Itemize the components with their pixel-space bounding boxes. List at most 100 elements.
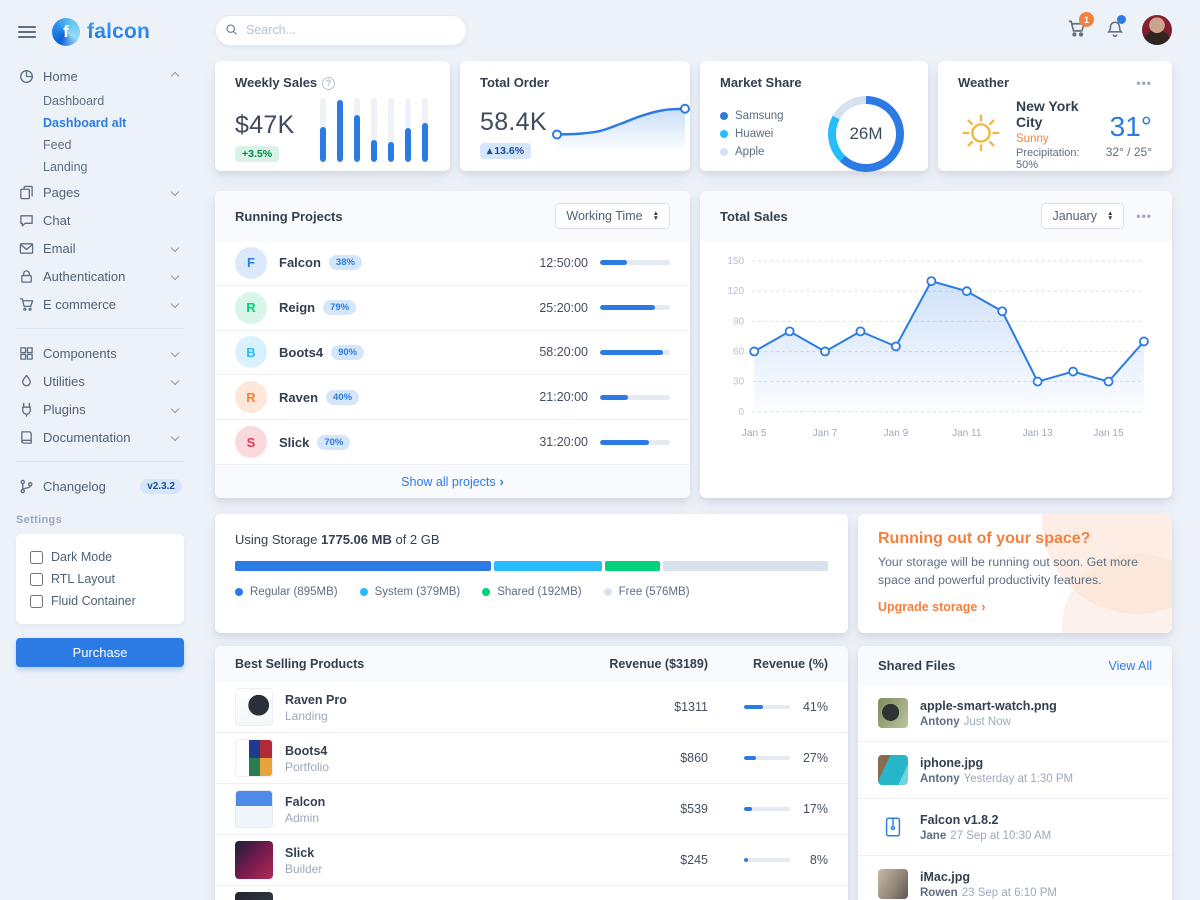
file-name-link[interactable]: iMac.jpg bbox=[920, 870, 971, 884]
product-name-link[interactable]: Falcon bbox=[285, 794, 326, 809]
product-name-link[interactable]: Boots4 bbox=[285, 743, 328, 758]
project-name-link[interactable]: Falcon bbox=[279, 255, 321, 271]
pages-icon bbox=[18, 184, 34, 200]
sidebar-item-documentation[interactable]: Documentation bbox=[16, 423, 184, 451]
chevron-down-icon bbox=[170, 187, 180, 197]
product-percent: 41% bbox=[802, 700, 828, 714]
bar bbox=[405, 98, 411, 162]
bar bbox=[422, 98, 428, 162]
project-avatar: R bbox=[235, 291, 267, 324]
product-revenue: $539 bbox=[680, 802, 708, 816]
project-name-link[interactable]: Raven bbox=[279, 389, 319, 405]
svg-text:Jan 5: Jan 5 bbox=[742, 428, 767, 439]
chevron-down-icon bbox=[170, 348, 180, 358]
file-name-link[interactable]: iphone.jpg bbox=[920, 756, 984, 770]
upgrade-storage-link[interactable]: Upgrade storage bbox=[878, 600, 986, 614]
file-thumbnail bbox=[878, 755, 908, 785]
weather-city: New York City bbox=[1016, 98, 1079, 130]
sidebar-item-plugins[interactable]: Plugins bbox=[16, 395, 184, 423]
total-order-badge: 13.6% bbox=[480, 143, 532, 159]
checkbox-dark-mode[interactable]: Dark Mode bbox=[30, 546, 170, 568]
user-avatar[interactable] bbox=[1142, 15, 1172, 45]
cart-button[interactable]: 1 bbox=[1065, 12, 1094, 43]
file-thumbnail bbox=[878, 698, 908, 728]
total-order-card: Total Order 58.4K 13.6% bbox=[460, 61, 690, 171]
file-name-link[interactable]: apple-smart-watch.png bbox=[920, 699, 1057, 713]
product-progress-bar bbox=[744, 756, 790, 760]
svg-text:120: 120 bbox=[727, 286, 744, 297]
sidebar-item-label: Home bbox=[43, 68, 78, 84]
ellipsis-icon[interactable]: ••• bbox=[1136, 75, 1152, 90]
select-arrows-icon: ▲ ▼ bbox=[1106, 210, 1114, 222]
product-thumbnail bbox=[235, 688, 273, 726]
sidebar-item-pages[interactable]: Pages bbox=[16, 178, 184, 206]
revenue-column-header: Revenue ($3189) bbox=[609, 657, 708, 671]
sidebar-item-dashboard[interactable]: Dashboard bbox=[43, 94, 105, 108]
sidebar-item-landing[interactable]: Landing bbox=[43, 160, 88, 174]
weather-temp: 31° bbox=[1109, 110, 1152, 142]
cart-count-badge: 1 bbox=[1079, 12, 1094, 27]
sidebar-item-label: Documentation bbox=[43, 429, 131, 445]
storage-segment bbox=[235, 561, 491, 571]
product-name-link[interactable]: Raven Pro bbox=[285, 692, 347, 707]
checkbox-input-dark-mode[interactable] bbox=[30, 550, 43, 564]
notifications-button[interactable] bbox=[1104, 14, 1126, 43]
sidebar: f falcon Home Dashboard Dashboard alt Feed L… bbox=[0, 0, 200, 900]
sidebar-item-changelog[interactable]: Changelog v2.3.2 bbox=[16, 472, 184, 500]
checkbox-input-fluid-container[interactable] bbox=[30, 594, 43, 608]
svg-text:0: 0 bbox=[739, 407, 745, 418]
running-projects-card: Running Projects Working Time ▲ ▼ F Falcon… bbox=[215, 191, 690, 498]
project-name-link[interactable]: Reign bbox=[279, 300, 316, 316]
storage-progress-bar bbox=[235, 561, 828, 571]
checkbox-rtl-layout[interactable]: RTL Layout bbox=[30, 568, 170, 590]
project-name-link[interactable]: Boots4 bbox=[279, 344, 324, 360]
total-sales-line-chart: 0 30 60 90 120 150 Jan 5 Jan 7 Jan 9 Jan 11 Jan 13… bbox=[700, 241, 1172, 453]
sidebar-item-chat[interactable]: Chat bbox=[16, 206, 184, 234]
product-revenue: $1311 bbox=[674, 700, 708, 714]
svg-text:Jan 9: Jan 9 bbox=[884, 428, 909, 439]
sidebar-item-utilities[interactable]: Utilities bbox=[16, 367, 184, 395]
lock-icon bbox=[18, 268, 34, 284]
weather-condition: Sunny bbox=[1016, 133, 1049, 145]
project-percent-badge: 79% bbox=[323, 300, 357, 316]
storage-segment bbox=[493, 561, 603, 571]
working-time-select[interactable]: Working Time ▲ ▼ bbox=[555, 203, 670, 229]
chevron-down-icon bbox=[170, 271, 180, 281]
project-time: 58:20:00 bbox=[539, 345, 588, 360]
weather-range: 32° / 25° bbox=[1105, 144, 1152, 159]
project-row: R Reign 79% 25:20:00 bbox=[215, 286, 690, 331]
sidebar-item-dashboard-alt[interactable]: Dashboard alt bbox=[43, 116, 127, 130]
svg-text:150: 150 bbox=[727, 256, 744, 267]
sidebar-item-ecommerce[interactable]: E commerce bbox=[16, 290, 184, 318]
project-name-link[interactable]: Slick bbox=[279, 434, 310, 450]
product-name-link[interactable]: Slick bbox=[285, 845, 315, 860]
sidebar-item-components[interactable]: Components bbox=[16, 339, 184, 367]
total-sales-card: Total Sales January ▲ ▼ ••• 0 30 60 90 120 150… bbox=[700, 191, 1172, 498]
show-all-projects-link[interactable]: Show all projects bbox=[401, 475, 504, 489]
sidebar-item-authentication[interactable]: Authentication bbox=[16, 262, 184, 290]
file-thumbnail bbox=[878, 869, 908, 899]
product-thumbnail bbox=[235, 790, 273, 828]
project-percent-badge: 38% bbox=[328, 255, 362, 271]
sidebar-item-email[interactable]: Email bbox=[16, 234, 184, 262]
purchase-button[interactable]: Purchase bbox=[16, 638, 184, 667]
brand-logo[interactable]: f falcon bbox=[52, 18, 150, 46]
month-select[interactable]: January ▲ ▼ bbox=[1041, 203, 1125, 229]
file-author: Rowen bbox=[920, 887, 958, 899]
help-icon[interactable]: ? bbox=[322, 76, 336, 90]
checkbox-label: RTL Layout bbox=[51, 572, 115, 586]
search-input[interactable] bbox=[215, 14, 467, 46]
sidebar-item-feed[interactable]: Feed bbox=[43, 138, 72, 152]
legend-label: Shared (192MB) bbox=[497, 586, 582, 598]
settings-heading: Settings bbox=[16, 514, 63, 526]
legend-item: Free (576MB) bbox=[603, 583, 690, 601]
checkbox-input-rtl-layout[interactable] bbox=[30, 572, 43, 586]
file-author: Jane bbox=[920, 830, 947, 842]
ellipsis-icon[interactable]: ••• bbox=[1136, 209, 1152, 223]
file-time: 23 Sep at 6:10 PM bbox=[961, 887, 1057, 899]
checkbox-fluid-container[interactable]: Fluid Container bbox=[30, 590, 170, 612]
sidebar-item-home[interactable]: Home bbox=[16, 62, 184, 90]
view-all-link[interactable]: View All bbox=[1108, 658, 1152, 673]
menu-toggle-button[interactable] bbox=[16, 19, 38, 45]
file-name-link[interactable]: Falcon v1.8.2 bbox=[920, 813, 999, 827]
